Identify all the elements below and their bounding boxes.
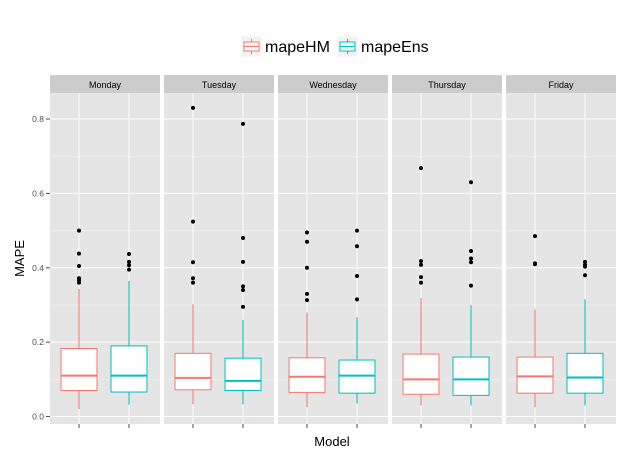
outlier-point	[469, 180, 473, 185]
x-axis-title: Model	[314, 434, 350, 449]
outlier-point	[305, 298, 309, 303]
facet-strip	[164, 75, 274, 93]
outlier-point	[469, 260, 473, 265]
y-tick-label: 0.8	[32, 114, 44, 124]
outlier-point	[419, 275, 423, 280]
outlier-point	[419, 166, 423, 171]
facet-strip	[506, 75, 616, 93]
facet-label-tuesday: Tuesday	[202, 80, 237, 90]
facet-label-friday: Friday	[548, 80, 574, 90]
outlier-point	[127, 267, 131, 272]
box-mapeEns	[566, 352, 604, 394]
y-tick-label: 0.6	[32, 188, 44, 198]
outlier-point	[241, 288, 245, 293]
y-tick-label: 0.0	[32, 412, 44, 422]
outlier-point	[355, 273, 359, 278]
y-tick-label: 0.2	[32, 337, 44, 347]
outlier-point	[305, 265, 309, 270]
outlier-point	[305, 291, 309, 296]
box-mapeEns	[452, 356, 490, 396]
outlier-point	[127, 252, 131, 257]
facet-label-monday: Monday	[89, 80, 122, 90]
box-mapeHM	[174, 352, 212, 391]
outlier-point	[241, 259, 245, 264]
outlier-point	[469, 256, 473, 261]
outlier-point	[191, 260, 195, 265]
box-mapeEns	[224, 357, 262, 392]
y-axis-title: MAPE	[12, 240, 27, 277]
outlier-point	[241, 121, 245, 126]
box-mapeHM	[288, 357, 326, 393]
box-mapeHM	[516, 356, 554, 394]
box-mapeEns	[110, 345, 148, 393]
outlier-point	[127, 263, 131, 268]
outlier-point	[533, 262, 537, 267]
outlier-point	[77, 280, 81, 285]
facet-strip	[50, 75, 160, 93]
y-tick-label: 0.4	[32, 263, 44, 273]
facet-label-wednesday: Wednesday	[309, 80, 357, 90]
outlier-point	[355, 228, 359, 233]
facet-strip	[392, 75, 502, 93]
box-mapeHM	[60, 348, 98, 392]
outlier-point	[469, 283, 473, 288]
outlier-point	[533, 234, 537, 239]
outlier-point	[241, 284, 245, 289]
legend-label-mapeEns: mapeEns	[361, 39, 429, 56]
outlier-point	[191, 105, 195, 110]
box-mapeHM	[402, 353, 440, 395]
outlier-point	[77, 251, 81, 256]
outlier-point	[77, 228, 81, 233]
outlier-point	[191, 276, 195, 281]
outlier-point	[583, 264, 587, 269]
outlier-point	[305, 230, 309, 235]
outlier-point	[305, 239, 309, 244]
outlier-point	[469, 249, 473, 254]
outlier-point	[355, 244, 359, 249]
outlier-point	[419, 262, 423, 267]
outlier-point	[583, 259, 587, 264]
legend-label-mapeHM: mapeHM	[265, 39, 330, 56]
facet-label-thursday: Thursday	[428, 80, 466, 90]
outlier-point	[419, 259, 423, 264]
facet-strip	[278, 75, 388, 93]
outlier-point	[127, 259, 131, 264]
outlier-point	[191, 280, 195, 285]
outlier-point	[355, 297, 359, 302]
outlier-point	[77, 263, 81, 268]
outlier-point	[241, 236, 245, 241]
outlier-point	[419, 280, 423, 285]
outlier-point	[583, 273, 587, 278]
outlier-point	[241, 304, 245, 309]
outlier-point	[191, 219, 195, 224]
